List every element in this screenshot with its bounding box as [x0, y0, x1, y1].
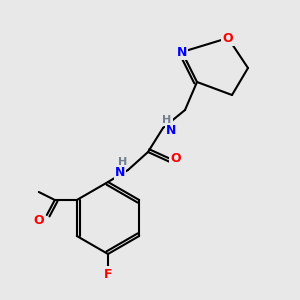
Text: N: N [177, 46, 187, 59]
Text: N: N [115, 167, 125, 179]
Text: O: O [171, 152, 181, 166]
Text: F: F [104, 268, 112, 281]
Text: O: O [223, 32, 233, 44]
Text: H: H [162, 115, 172, 125]
Text: H: H [118, 157, 127, 167]
Text: O: O [34, 214, 44, 226]
Text: N: N [166, 124, 176, 137]
